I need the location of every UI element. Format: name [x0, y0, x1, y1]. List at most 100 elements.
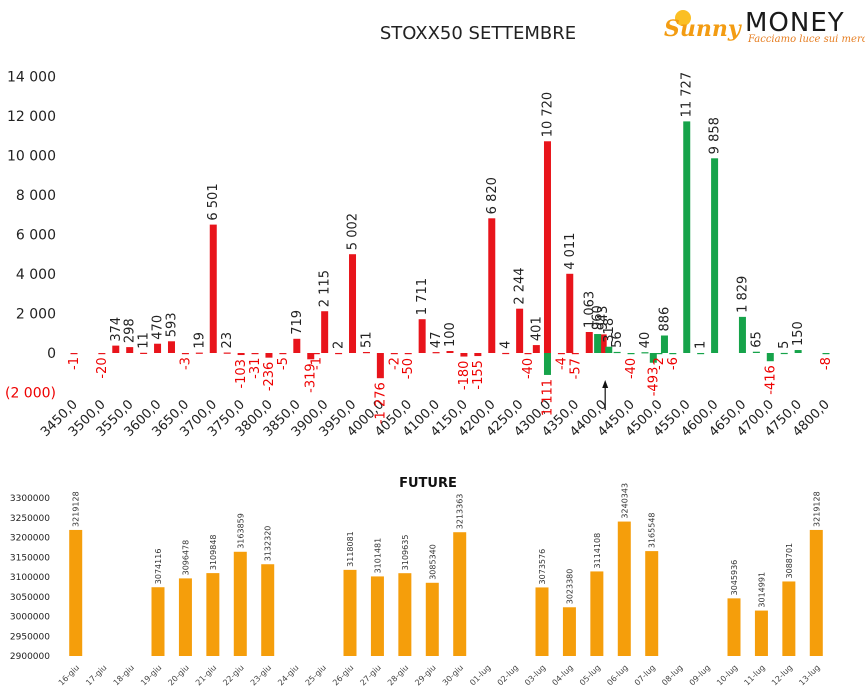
bar-data-label: 886 — [657, 307, 672, 332]
bar-data-label: 2 115 — [318, 270, 333, 307]
future-bar-label: 3219128 — [72, 491, 81, 527]
option-bar — [502, 352, 510, 355]
bar-data-label: -20 — [95, 357, 110, 378]
future-bar — [562, 607, 576, 656]
future-chart-title: FUTURE — [399, 476, 457, 491]
bar-data-label: -4 — [554, 357, 569, 370]
bar-data-label: 47 — [429, 332, 444, 349]
option-bar — [321, 311, 329, 353]
future-bar-label: 3109635 — [401, 535, 410, 571]
option-bar — [362, 351, 370, 354]
bar-data-label: -155 — [471, 360, 486, 390]
option-bar — [404, 353, 412, 355]
future-y-tick-label: 3150000 — [10, 553, 50, 563]
y-tick-label: 0 — [47, 346, 56, 362]
option-bar — [627, 353, 635, 355]
future-x-tick-label: 22-giu — [221, 663, 245, 687]
future-x-tick-label: 17-giu — [84, 663, 108, 687]
bar-data-label: 65 — [749, 331, 764, 348]
option-bar — [752, 351, 760, 353]
option-bar — [376, 353, 384, 379]
option-bar — [460, 353, 468, 357]
future-bar — [425, 582, 439, 656]
logo-tagline: Facciamo luce sui mercati — [747, 34, 865, 45]
future-y-tick-label: 3050000 — [10, 593, 50, 603]
option-bar — [70, 353, 78, 355]
bar-data-label: 11 727 — [680, 72, 695, 118]
future-x-tick-label: 11-lug — [742, 663, 766, 687]
future-x-tick-label: 16-giu — [57, 663, 81, 687]
option-bar — [543, 353, 551, 375]
future-x-tick-label: 18-giu — [112, 663, 136, 687]
future-x-tick-label: 19-giu — [139, 663, 163, 687]
option-bar — [516, 308, 524, 353]
future-x-tick-label: 07-lug — [633, 663, 657, 687]
future-bar — [151, 587, 165, 656]
future-x-tick-label: 23-giu — [249, 663, 273, 687]
future-x-tick-label: 29-giu — [413, 663, 437, 687]
future-x-tick-label: 20-giu — [166, 663, 190, 687]
future-y-tick-label: 3000000 — [10, 613, 50, 623]
bar-data-label: 593 — [164, 312, 179, 337]
y-tick-label: 2 000 — [16, 307, 56, 323]
future-bar-label: 3213363 — [456, 494, 465, 530]
bar-data-label: -40 — [624, 358, 639, 379]
future-bar — [617, 521, 631, 656]
option-bar — [585, 332, 593, 353]
future-bar — [261, 564, 275, 656]
future-bar-label: 3240343 — [620, 483, 629, 519]
bar-data-label: 23 — [220, 332, 235, 349]
option-bar — [418, 319, 426, 353]
bar-data-label: -57 — [568, 358, 583, 379]
bar-data-label: 960 — [591, 305, 606, 330]
bar-data-label: -50 — [401, 358, 416, 379]
option-bar — [649, 353, 657, 363]
bar-data-label: -6 — [666, 357, 681, 370]
bar-data-label: 1 711 — [415, 278, 430, 315]
future-bar — [590, 571, 604, 656]
bar-data-label: 1 — [694, 341, 709, 349]
option-bar — [195, 352, 203, 354]
bar-data-label: 11 — [137, 332, 152, 349]
option-bar — [683, 121, 691, 353]
future-bar-label: 3163859 — [236, 513, 245, 549]
future-bar-label: 3014991 — [757, 572, 766, 608]
future-bar-label: 3074116 — [154, 549, 163, 585]
future-x-tick-label: 04-lug — [550, 663, 574, 687]
option-bar — [605, 346, 613, 353]
y-tick-label: 14 000 — [7, 70, 56, 86]
option-bar — [446, 351, 454, 353]
bar-data-label: 943 — [596, 306, 611, 331]
option-bar — [312, 353, 320, 355]
bar-data-label: 4 011 — [563, 233, 578, 270]
option-bar — [655, 353, 663, 355]
option-bar — [557, 353, 565, 355]
future-bar — [453, 532, 467, 656]
bar-data-label: -40 — [521, 358, 536, 379]
y-tick-label: (2 000) — [5, 386, 56, 402]
bar-data-label: 40 — [638, 332, 653, 349]
option-bar — [474, 353, 482, 357]
option-bar — [209, 224, 217, 353]
bar-data-label: 10 720 — [540, 92, 555, 138]
future-bar — [233, 551, 247, 656]
bar-data-label: 1 063 — [582, 291, 597, 328]
option-bar — [237, 353, 245, 356]
option-bar — [669, 353, 677, 355]
bar-data-label: -319 — [304, 363, 319, 393]
future-bar-label: 3045936 — [730, 560, 739, 596]
bar-data-label: -8 — [819, 357, 834, 370]
arrow-icon — [602, 380, 609, 388]
option-bar — [641, 352, 649, 354]
future-y-tick-label: 2950000 — [10, 632, 50, 642]
bar-data-label: -2 — [387, 357, 402, 370]
future-x-tick-label: 02-lug — [496, 663, 520, 687]
option-bar — [251, 353, 259, 355]
option-bar — [98, 353, 106, 355]
option-bar — [613, 351, 621, 354]
future-x-tick-label: 13-lug — [797, 663, 821, 687]
future-x-tick-label: 03-lug — [523, 663, 547, 687]
option-bar — [780, 352, 788, 355]
bar-data-label: -2 — [652, 357, 667, 370]
